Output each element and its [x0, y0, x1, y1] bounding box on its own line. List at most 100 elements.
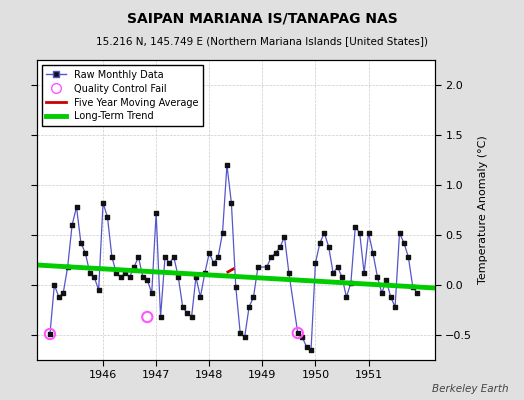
Point: [81, 250, 90, 256]
Point: [355, 230, 364, 236]
Point: [156, 314, 165, 320]
Point: [121, 270, 129, 276]
Point: [192, 274, 200, 280]
Quality Control Fail: [143, 314, 151, 320]
Point: [72, 204, 81, 210]
Quality Control Fail: [46, 331, 54, 337]
Point: [94, 287, 103, 293]
Point: [210, 260, 218, 266]
Point: [245, 304, 253, 310]
Point: [267, 254, 276, 260]
Point: [219, 230, 227, 236]
Point: [382, 277, 390, 283]
Point: [103, 214, 112, 220]
Line: Raw Monthly Data: Raw Monthly Data: [50, 165, 417, 350]
Point: [342, 294, 351, 300]
Point: [311, 260, 320, 266]
Point: [413, 290, 421, 296]
Point: [285, 270, 293, 276]
Point: [183, 310, 191, 316]
Point: [324, 244, 333, 250]
Point: [320, 230, 329, 236]
Point: [139, 274, 147, 280]
Point: [276, 244, 284, 250]
Point: [378, 290, 386, 296]
Point: [165, 260, 173, 266]
Point: [391, 304, 399, 310]
Point: [59, 290, 68, 296]
Text: SAIPAN MARIANA IS/TANAPAG NAS: SAIPAN MARIANA IS/TANAPAG NAS: [127, 12, 397, 26]
Point: [271, 250, 280, 256]
Text: 15.216 N, 145.749 E (Northern Mariana Islands [United States]): 15.216 N, 145.749 E (Northern Mariana Is…: [96, 36, 428, 46]
Point: [280, 234, 289, 240]
Point: [134, 254, 143, 260]
Text: Berkeley Earth: Berkeley Earth: [432, 384, 508, 394]
Point: [161, 254, 169, 260]
Point: [188, 314, 196, 320]
Point: [249, 294, 258, 300]
Point: [369, 250, 377, 256]
Point: [63, 264, 72, 270]
Raw Monthly Data: [47, 332, 53, 336]
Point: [170, 254, 178, 260]
Raw Monthly Data: [343, 294, 350, 299]
Point: [50, 282, 59, 288]
Point: [338, 274, 346, 280]
Point: [77, 240, 85, 246]
Point: [263, 264, 271, 270]
Point: [241, 334, 249, 340]
Point: [360, 270, 368, 276]
Point: [85, 270, 94, 276]
Point: [254, 264, 262, 270]
Point: [68, 222, 77, 228]
Legend: Raw Monthly Data, Quality Control Fail, Five Year Moving Average, Long-Term Tren: Raw Monthly Data, Quality Control Fail, …: [41, 65, 203, 126]
Point: [179, 304, 187, 310]
Point: [223, 162, 231, 168]
Point: [395, 230, 403, 236]
Point: [329, 270, 337, 276]
Point: [333, 264, 342, 270]
Point: [112, 270, 121, 276]
Point: [90, 274, 99, 280]
Point: [347, 280, 355, 286]
Point: [143, 277, 151, 283]
Point: [373, 274, 381, 280]
Point: [152, 210, 160, 216]
Point: [108, 254, 116, 260]
Point: [315, 240, 324, 246]
Raw Monthly Data: [144, 278, 150, 282]
Point: [116, 274, 125, 280]
Point: [125, 274, 134, 280]
Raw Monthly Data: [224, 162, 230, 167]
Five Year Moving Average: [225, 270, 231, 274]
Point: [227, 200, 236, 206]
Quality Control Fail: [293, 330, 302, 336]
Raw Monthly Data: [308, 348, 314, 352]
Point: [232, 284, 240, 290]
Five Year Moving Average: [230, 266, 236, 271]
Point: [404, 254, 412, 260]
Point: [400, 240, 408, 246]
Raw Monthly Data: [131, 265, 137, 270]
Raw Monthly Data: [215, 255, 221, 260]
Point: [99, 200, 107, 206]
Point: [201, 270, 209, 276]
Line: Five Year Moving Average: Five Year Moving Average: [228, 269, 233, 272]
Point: [387, 294, 395, 300]
Point: [130, 264, 138, 270]
Point: [196, 294, 204, 300]
Raw Monthly Data: [352, 225, 358, 230]
Point: [148, 290, 156, 296]
Point: [293, 330, 302, 336]
Raw Monthly Data: [149, 290, 155, 295]
Point: [351, 224, 359, 230]
Point: [174, 274, 182, 280]
Point: [54, 294, 63, 300]
Point: [46, 331, 54, 337]
Y-axis label: Temperature Anomaly (°C): Temperature Anomaly (°C): [478, 136, 488, 284]
Point: [302, 344, 311, 350]
Point: [236, 330, 244, 336]
Point: [214, 254, 222, 260]
Point: [298, 334, 307, 340]
Point: [364, 230, 373, 236]
